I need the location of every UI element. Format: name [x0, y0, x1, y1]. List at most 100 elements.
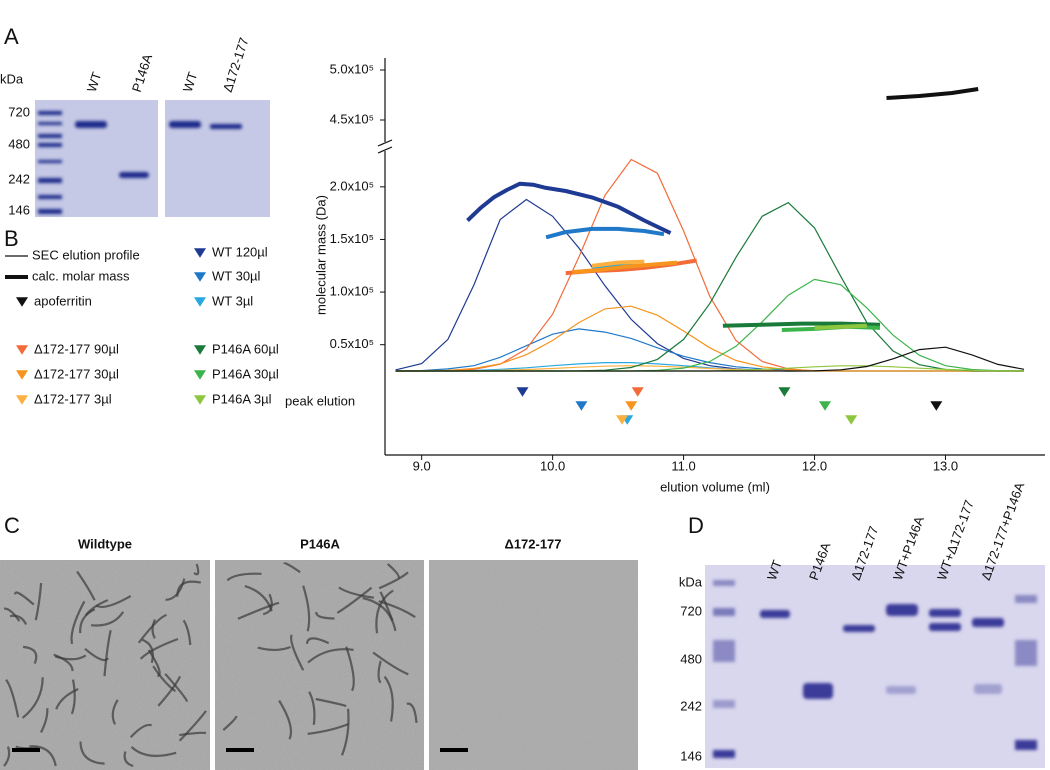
marker-label: 720: [8, 104, 30, 119]
filament: [307, 648, 354, 664]
filament: [157, 675, 182, 707]
filament: [283, 562, 301, 574]
filament: [139, 637, 179, 660]
legend-marker: [16, 395, 28, 405]
panel-letter: C: [4, 513, 20, 538]
axis-break: [377, 139, 393, 147]
filament: [70, 679, 76, 715]
filament: [338, 586, 375, 599]
ladder-band: [1015, 595, 1037, 603]
scale-bar: [440, 748, 468, 752]
marker-label: 146: [8, 202, 30, 217]
legend-label: P146A 3µl: [212, 391, 272, 406]
elution-profile: [395, 346, 1025, 372]
panel-letter: A: [4, 24, 19, 49]
molar-mass: [886, 87, 979, 100]
marker-label: 480: [8, 136, 30, 151]
ladder-band: [38, 160, 62, 163]
legend-marker: [16, 370, 28, 380]
filament: [378, 571, 409, 590]
filament: [237, 601, 280, 620]
filament: [226, 572, 262, 582]
filament: [40, 708, 49, 733]
filament: [406, 702, 418, 723]
peak-marker: [616, 415, 629, 425]
filament: [372, 651, 409, 676]
ladder-band: [38, 134, 62, 138]
filament: [257, 645, 291, 652]
gel-bands: [38, 111, 242, 214]
filament: [14, 591, 35, 606]
marker-label: 720: [680, 603, 702, 618]
ladder-band: [38, 143, 62, 147]
filament: [79, 608, 96, 634]
filament: [3, 607, 21, 622]
legend-label: Δ172-177 90µl: [34, 341, 119, 356]
marker-label: 146: [680, 748, 702, 763]
lane-label: WT: [180, 70, 201, 94]
ladder-band: [713, 580, 735, 586]
panel-letter: B: [4, 226, 19, 251]
image-title: P146A: [300, 536, 340, 551]
legend-label: WT 30µl: [212, 268, 261, 283]
peak-marker: [516, 387, 529, 397]
filament: [90, 611, 125, 627]
micrographs: [0, 560, 638, 770]
lane-band: [886, 604, 918, 616]
y-tick-label: 1.5x10⁵: [330, 231, 374, 246]
image-title: Wildtype: [78, 536, 132, 551]
peak-marker: [778, 387, 791, 397]
molar-mass: [722, 321, 881, 328]
filament: [193, 563, 200, 576]
legend-label: Δ172-177 3µl: [34, 391, 112, 406]
lane-band: [803, 683, 833, 699]
scale-bar: [226, 748, 254, 752]
x-tick-label: 9.0: [413, 458, 431, 473]
filament: [315, 697, 347, 708]
filament: [302, 585, 311, 632]
filament: [383, 675, 394, 722]
molar-mass: [572, 260, 678, 275]
gel-unit: kDa: [0, 71, 24, 86]
y-tick-label: 0.5x10⁵: [330, 336, 374, 351]
x-axis-label: elution volume (ml): [660, 479, 770, 494]
lane-band: [119, 172, 149, 178]
legend-marker: [194, 297, 206, 307]
lane-band: [75, 121, 107, 128]
molar-mass: [814, 323, 867, 330]
peak-marker: [845, 415, 858, 425]
filament: [178, 710, 207, 742]
micrograph-texture: [215, 560, 424, 770]
filament: [222, 715, 238, 731]
filament: [377, 660, 382, 684]
filament: [147, 649, 161, 678]
filament: [179, 731, 207, 737]
lane-band: [972, 618, 1004, 627]
filament: [336, 586, 373, 614]
lane-label: Δ172-177: [220, 36, 252, 94]
filament: [176, 580, 202, 597]
filament: [123, 751, 134, 768]
ladder-band: [713, 700, 735, 708]
peak-label: peak elution: [285, 393, 355, 408]
filament: [308, 691, 316, 725]
peak-marker: [575, 401, 588, 411]
elution-profile: [395, 365, 1024, 372]
filament: [151, 619, 157, 639]
filament: [76, 570, 96, 601]
lane-label: P146A: [129, 52, 155, 94]
elution-profile: [395, 158, 1024, 372]
lane-band: [929, 609, 961, 617]
filaments: [3, 562, 418, 768]
filament: [84, 647, 110, 662]
ladder-band: [38, 178, 62, 183]
filament: [55, 687, 79, 710]
filament: [152, 665, 177, 693]
legend-text: SEC elution profile: [32, 247, 140, 262]
filament: [111, 699, 119, 725]
gel: [705, 565, 1045, 768]
axis-break: [377, 146, 393, 154]
legend-label: apoferritin: [34, 293, 92, 308]
ladder-band: [713, 640, 735, 662]
legend-marker: [16, 345, 28, 355]
